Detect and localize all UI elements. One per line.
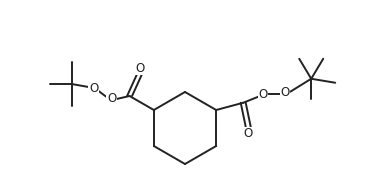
Text: O: O	[89, 83, 98, 95]
Text: O: O	[135, 61, 144, 74]
Text: O: O	[244, 127, 253, 140]
Text: O: O	[259, 88, 268, 101]
Text: O: O	[107, 92, 116, 105]
Text: O: O	[280, 86, 290, 99]
